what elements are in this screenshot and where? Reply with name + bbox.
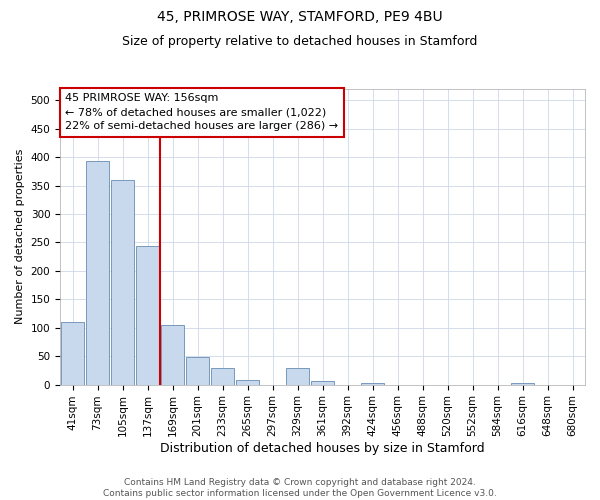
Bar xyxy=(236,380,259,384)
Bar xyxy=(86,161,109,384)
Bar xyxy=(161,326,184,384)
Y-axis label: Number of detached properties: Number of detached properties xyxy=(15,149,25,324)
Bar xyxy=(186,356,209,384)
Bar xyxy=(61,322,84,384)
Text: Size of property relative to detached houses in Stamford: Size of property relative to detached ho… xyxy=(122,35,478,48)
Bar xyxy=(211,368,234,384)
Text: Contains HM Land Registry data © Crown copyright and database right 2024.
Contai: Contains HM Land Registry data © Crown c… xyxy=(103,478,497,498)
Bar xyxy=(311,380,334,384)
X-axis label: Distribution of detached houses by size in Stamford: Distribution of detached houses by size … xyxy=(160,442,485,455)
Text: 45, PRIMROSE WAY, STAMFORD, PE9 4BU: 45, PRIMROSE WAY, STAMFORD, PE9 4BU xyxy=(157,10,443,24)
Text: 45 PRIMROSE WAY: 156sqm
← 78% of detached houses are smaller (1,022)
22% of semi: 45 PRIMROSE WAY: 156sqm ← 78% of detache… xyxy=(65,94,338,132)
Bar xyxy=(286,368,309,384)
Bar xyxy=(111,180,134,384)
Bar xyxy=(136,246,159,384)
